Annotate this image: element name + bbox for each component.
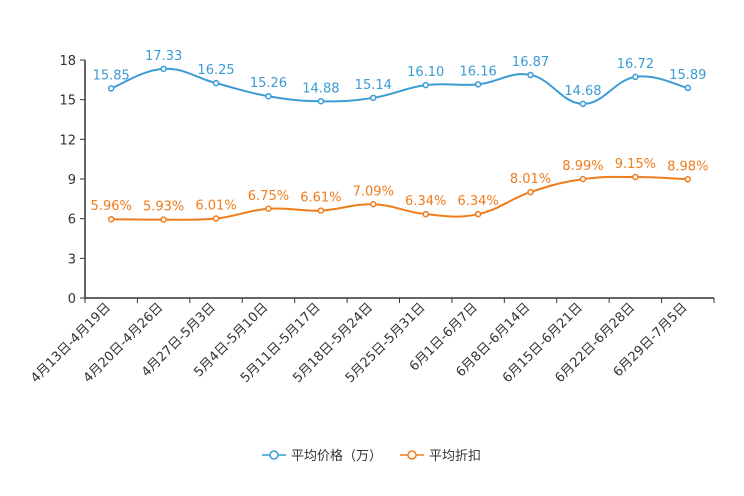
y-tick-label: 12 <box>59 133 76 148</box>
y-axis: 0 3 6 9 12 15 18 <box>59 54 86 307</box>
data-point[interactable] <box>632 173 639 181</box>
y-tick-label: 9 <box>68 173 76 188</box>
data-label: 9.15% <box>615 157 656 172</box>
data-point[interactable] <box>212 79 220 87</box>
legend-label: 平均折扣 <box>429 449 481 464</box>
data-label: 15.14 <box>355 78 392 93</box>
series-line <box>111 175 688 221</box>
data-label: 16.72 <box>617 57 654 72</box>
data-point[interactable] <box>422 210 429 218</box>
legend-marker-icon <box>407 450 417 460</box>
data-label: 6.01% <box>195 199 236 214</box>
data-label: 16.16 <box>460 64 497 79</box>
data-label: 14.88 <box>302 81 339 96</box>
data-point[interactable] <box>370 201 377 208</box>
data-label: 5.96% <box>91 199 132 214</box>
legend-item[interactable]: 平均折扣 <box>400 449 481 464</box>
data-label: 8.99% <box>562 159 603 174</box>
data-point[interactable] <box>684 84 692 92</box>
data-point[interactable] <box>160 65 167 73</box>
legend-marker-icon <box>269 450 279 460</box>
data-label: 14.68 <box>564 84 601 99</box>
data-point[interactable] <box>317 207 325 214</box>
data-point[interactable] <box>579 100 587 108</box>
data-point[interactable] <box>579 175 587 183</box>
x-axis: 4月13日-4月19日4月20日-4月26日4月27日-5月3日5月4日-5月1… <box>28 297 715 386</box>
data-point[interactable] <box>474 210 482 218</box>
series-layer: 15.85 17.33 16.25 15.26 14.88 15.14 16.10 16.16… <box>91 49 708 223</box>
data-point[interactable] <box>527 188 534 196</box>
data-label: 15.26 <box>250 76 287 91</box>
data-label: 16.87 <box>512 55 549 70</box>
data-label: 6.34% <box>405 194 446 209</box>
data-point[interactable] <box>474 81 482 88</box>
data-point[interactable] <box>107 85 115 92</box>
data-label: 6.34% <box>457 194 498 209</box>
y-tick-label: 0 <box>68 292 76 307</box>
y-tick-label: 3 <box>68 252 76 267</box>
data-label: 17.33 <box>145 49 182 64</box>
legend[interactable]: 平均价格（万） 平均折扣 <box>262 448 481 464</box>
y-tick-label: 18 <box>59 54 76 69</box>
data-point[interactable] <box>632 73 639 81</box>
data-label: 15.85 <box>93 68 130 83</box>
data-label: 16.10 <box>407 65 444 80</box>
data-label: 15.89 <box>669 68 706 83</box>
y-tick-label: 15 <box>59 94 76 109</box>
data-point[interactable] <box>422 81 429 89</box>
data-point[interactable] <box>265 92 272 100</box>
data-label: 16.25 <box>197 63 234 78</box>
data-point[interactable] <box>684 176 692 183</box>
series-0: 15.85 17.33 16.25 15.26 14.88 15.14 16.10 16.16… <box>93 49 706 108</box>
data-point[interactable] <box>527 71 534 79</box>
data-label: 7.09% <box>353 184 394 199</box>
series-1: 5.96% 5.93% 6.01% 6.75% 6.61% 7.09% 6.34% 6.34%… <box>91 157 708 223</box>
data-label: 5.93% <box>143 200 184 215</box>
legend-item[interactable]: 平均价格（万） <box>262 448 382 464</box>
data-label: 6.61% <box>300 191 341 206</box>
data-label: 8.01% <box>510 172 551 187</box>
data-point[interactable] <box>160 216 167 223</box>
legend-label: 平均价格（万） <box>291 448 382 464</box>
data-point[interactable] <box>107 215 115 223</box>
data-point[interactable] <box>265 205 272 212</box>
data-point[interactable] <box>317 98 325 105</box>
data-label: 8.98% <box>667 159 708 174</box>
data-point[interactable] <box>212 215 220 222</box>
y-tick-label: 6 <box>68 213 76 228</box>
data-label: 6.75% <box>248 189 289 204</box>
data-point[interactable] <box>370 94 377 102</box>
